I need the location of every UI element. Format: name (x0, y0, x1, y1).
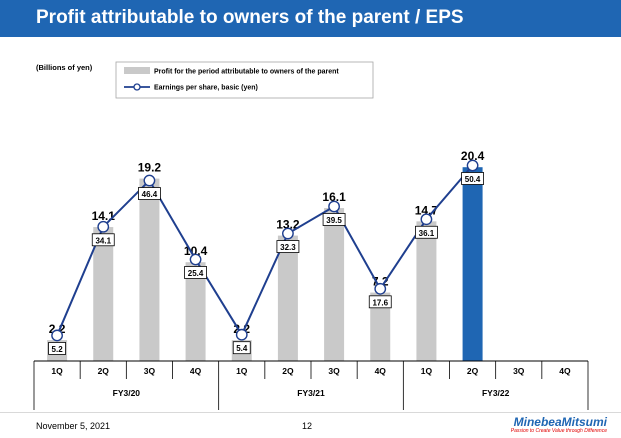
category-label: 3Q (513, 366, 525, 376)
eps-value-label: 50.4 (465, 175, 481, 184)
eps-label-box (91, 233, 115, 247)
group-label: FY3/21 (297, 388, 325, 398)
eps-label-box (138, 187, 161, 200)
bar (462, 167, 483, 361)
category-label: 2Q (467, 366, 479, 376)
eps-marker (143, 174, 156, 187)
footer-date: November 5, 2021 (36, 421, 111, 431)
logo-tagline: Passion to Create Value through Differen… (510, 428, 607, 434)
eps-marker (189, 253, 202, 266)
eps-label-box (415, 225, 438, 239)
logo-name: MinebeaMitsumi (513, 415, 607, 429)
bar-value-label: 19.2 (138, 161, 162, 175)
eps-marker (328, 200, 340, 213)
eps-label-box (322, 213, 346, 226)
bar (93, 227, 114, 361)
category-label: 1Q (51, 366, 63, 376)
x-axis: 1Q 2Q 3Q 4Q 1Q 2Q 3Q 4Q 1Q 2Q 3Q 4Q FY3/20 FY3/21 FY3/… (33, 360, 589, 410)
eps-value-label: 5.4 (236, 344, 248, 353)
eps-marker (374, 282, 387, 295)
eps-value-label: 34.1 (95, 236, 111, 245)
page-title: Profit attributable to owners of the par… (36, 7, 464, 28)
eps-value-label: 5.2 (52, 345, 64, 354)
category-label: 4Q (190, 366, 202, 376)
group-label: FY3/20 (113, 388, 141, 398)
category-label: 3Q (144, 366, 156, 376)
group-label: FY3/22 (482, 388, 510, 398)
eps-label-box (368, 295, 392, 309)
bar (277, 235, 298, 361)
bar-value-label: 16.1 (322, 190, 346, 204)
bars (47, 167, 483, 361)
eps-marker (420, 213, 433, 226)
eps-line-path (56, 164, 474, 337)
eps-marker (235, 328, 248, 341)
legend-line-marker (133, 83, 141, 91)
eps-marker (51, 329, 63, 342)
legend-bar-swatch (124, 67, 150, 74)
category-label: 4Q (559, 366, 571, 376)
bar (416, 221, 437, 361)
bar-value-label: 14.7 (415, 203, 439, 217)
chart: (Billions of yen) Profit for the period … (33, 61, 589, 410)
category-label: 1Q (421, 366, 433, 376)
eps-value-label: 39.5 (326, 216, 342, 225)
category-label: 1Q (236, 366, 248, 376)
title-bar: Profit attributable to owners of the par… (0, 0, 621, 37)
bar (139, 178, 160, 361)
eps-value-label: 36.1 (419, 229, 435, 238)
eps-label-box (276, 240, 300, 253)
eps-value-label: 17.6 (372, 298, 388, 307)
eps-label-box (232, 341, 251, 355)
eps-label-box (48, 342, 66, 355)
eps-value-label: 46.4 (142, 190, 158, 199)
legend-line-label: Earnings per share, basic (yen) (154, 85, 258, 92)
eps-marker (466, 159, 479, 172)
eps-line: 5.2 34.1 46.4 25.4 5.4 32.3 39.5 17.6 36.1 50.4 (48, 159, 484, 355)
eps-label-box (184, 266, 207, 279)
legend-box (115, 61, 374, 99)
bar (185, 262, 206, 361)
unit-label: (Billions of yen) (36, 63, 93, 72)
page-number: 12 (302, 421, 313, 431)
legend-bar-label: Profit for the period attributable to ow… (154, 69, 339, 76)
category-label: 2Q (282, 366, 294, 376)
bar-value-label: 13.2 (276, 218, 300, 232)
eps-value-label: 25.4 (188, 269, 204, 278)
footer-divider (0, 412, 621, 413)
bar-value-label: 20.4 (461, 149, 485, 163)
category-label: 3Q (328, 366, 340, 376)
company-logo: MinebeaMitsumi Passion to Create Value t… (511, 416, 607, 435)
eps-marker (97, 220, 110, 233)
legend: (Billions of yen) Profit for the period … (36, 61, 374, 99)
eps-marker (282, 227, 294, 240)
eps-label-box (461, 172, 484, 185)
category-label: 4Q (375, 366, 387, 376)
bar (370, 292, 391, 361)
bar (324, 208, 345, 361)
eps-value-label: 32.3 (280, 243, 296, 252)
category-label: 2Q (98, 366, 110, 376)
